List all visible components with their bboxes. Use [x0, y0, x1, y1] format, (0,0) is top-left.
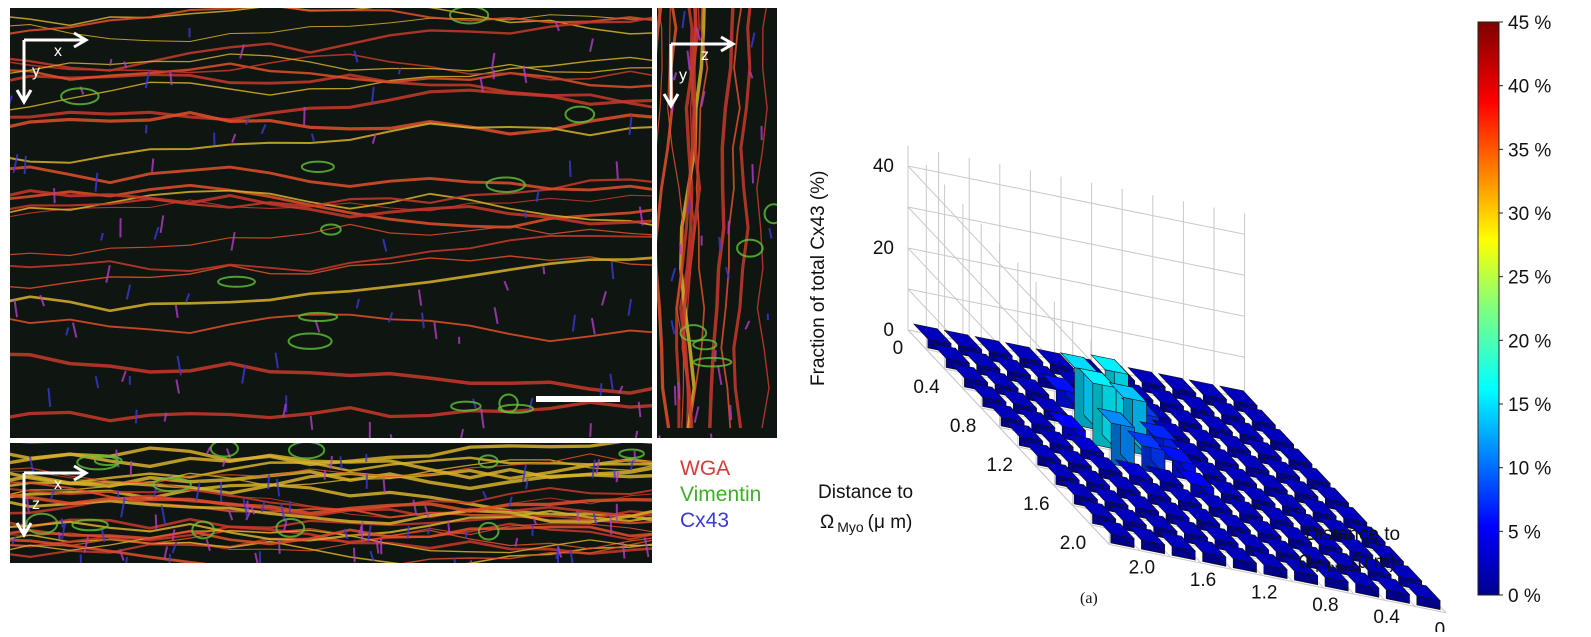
figure-caption: (a) — [1080, 590, 1098, 608]
scale-bar — [536, 396, 620, 402]
fibro-tick-label: 1.6 — [1190, 570, 1216, 591]
axis-label-h: z — [701, 47, 709, 64]
axis-label-v: y — [32, 63, 40, 80]
fibro-axis-label: Distance to — [1305, 524, 1400, 545]
fibro-tick-label: 0.8 — [1312, 595, 1338, 616]
fibro-tick-label: 2.0 — [1129, 558, 1155, 579]
colorbar-tick-label: 0 % — [1508, 586, 1541, 607]
colorbar-tick-label: 10 % — [1508, 459, 1551, 480]
fibro-tick-label: 1.2 — [1251, 582, 1277, 603]
myo-tick-label: 1.6 — [1023, 494, 1049, 515]
axis-label-v: z — [32, 496, 40, 513]
microscopy-xy-image: xy — [10, 8, 652, 438]
myo-tick-label: 0.8 — [950, 416, 976, 437]
z-axis-label: Fraction of total Cx43 (%) — [808, 171, 829, 386]
colorbar-tick-label: 15 % — [1508, 395, 1551, 416]
microscopy-zy-image: zy — [657, 8, 777, 438]
myo-axis-label: Distance to — [818, 482, 913, 503]
legend-vimentin: Vimentin — [680, 482, 761, 508]
fibro-tick-label: 0 — [1435, 620, 1446, 632]
microscopy-xz-image: xz — [10, 443, 652, 563]
myo-tick-label: 0.4 — [913, 377, 940, 398]
colorbar: 0 % 5 % 10 % 15 % 20 % 25 % 30 % 35 % 40 % 45 % — [1470, 0, 1591, 632]
myo-tick-label: 0 — [893, 338, 904, 359]
z-tick-label: 40 — [873, 156, 894, 177]
legend-cx43: Cx43 — [680, 508, 729, 534]
axis-label-h: x — [54, 476, 62, 493]
colorbar-tick-label: 20 % — [1508, 331, 1551, 352]
colorbar-tick-label: 5 % — [1508, 522, 1541, 543]
colorbar-tick-label: 25 % — [1508, 268, 1551, 289]
colorbar-graphic: 0 % 5 % 10 % 15 % 20 % 25 % 30 % 35 % 40 % 45 % — [1470, 0, 1591, 632]
colorbar-tick-label: 35 % — [1508, 140, 1551, 161]
colorbar-tick-label: 30 % — [1508, 204, 1551, 225]
fibro-tick-label: 0.4 — [1373, 607, 1400, 628]
axis-label-h: x — [54, 43, 62, 60]
z-tick-label: 20 — [873, 238, 894, 259]
colorbar-tick-label: 45 % — [1508, 13, 1551, 34]
colorbar-tick-label: 40 % — [1508, 77, 1551, 98]
bar3d-chart: Fraction of total Cx43 (%) Distance to Ω… — [790, 0, 1470, 632]
legend-wga: WGA — [680, 456, 730, 482]
colorbar-gradient — [1478, 22, 1499, 595]
myo-tick-label: 1.2 — [987, 455, 1013, 476]
myo-tick-label: 2.0 — [1060, 533, 1086, 554]
axis-label-v: y — [679, 67, 687, 84]
